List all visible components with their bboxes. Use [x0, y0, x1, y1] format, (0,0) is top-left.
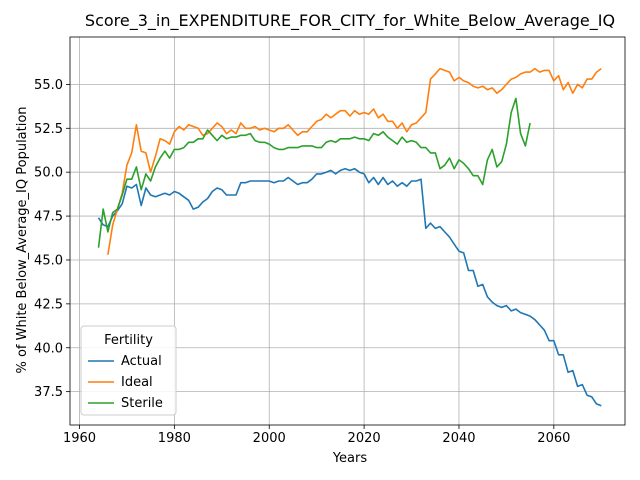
y-axis-label: % of White Below_Average_IQ Population: [15, 106, 30, 373]
y-tick-label: 52.5: [34, 122, 63, 137]
series-line-ideal: [107, 67, 602, 255]
series-line-actual: [97, 167, 602, 407]
y-tick-label: 45.0: [34, 253, 63, 268]
series-line-sterile: [97, 97, 531, 248]
y-tick-label: 40.0: [34, 341, 63, 356]
legend: Fertility Actual Ideal Sterile: [80, 325, 177, 416]
x-axis-label: Years: [332, 451, 368, 466]
y-axis-ticks: 37.5 40.0 42.5 45.0 47.5 50.0 52.5 55.0: [34, 78, 70, 400]
series-lines: [97, 67, 602, 407]
legend-label-sterile: Sterile: [121, 396, 163, 411]
x-tick-label: 2020: [348, 431, 381, 446]
x-tick-label: 2040: [442, 431, 475, 446]
legend-label-actual: Actual: [121, 354, 162, 369]
y-tick-label: 50.0: [34, 166, 63, 181]
chart-title: Score_3_in_EXPENDITURE_FOR_CITY_for_Whit…: [85, 11, 615, 31]
x-axis-ticks: 1960 1980 2000 2020 2040 2060: [63, 425, 570, 446]
x-tick-label: 1980: [158, 431, 191, 446]
plot-frame: [69, 36, 626, 426]
y-tick-label: 55.0: [34, 78, 63, 93]
grid-lines: [70, 37, 625, 425]
legend-label-ideal: Ideal: [121, 375, 153, 390]
y-tick-label: 47.5: [34, 210, 63, 225]
x-tick-label: 2000: [253, 431, 286, 446]
x-tick-label: 1960: [63, 431, 96, 446]
y-tick-label: 42.5: [34, 297, 63, 312]
legend-title: Fertility: [104, 333, 153, 348]
x-tick-label: 2060: [537, 431, 570, 446]
legend-box: [80, 325, 177, 416]
y-tick-label: 37.5: [34, 385, 63, 400]
